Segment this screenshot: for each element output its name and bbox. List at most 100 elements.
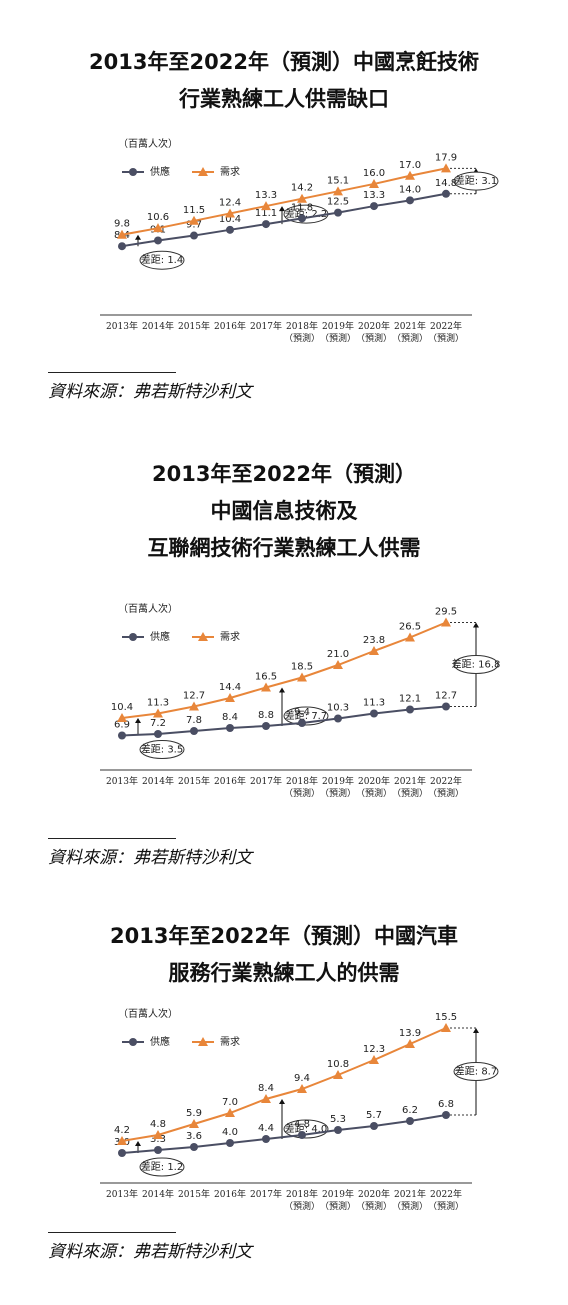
demand-point (153, 1130, 163, 1139)
data-label: 14.4 (219, 682, 241, 693)
supply-point (226, 1139, 234, 1147)
data-label: 10.6 (147, 212, 169, 223)
source-rule (48, 838, 176, 839)
data-label: 14.8 (435, 178, 457, 189)
x-tick-label: 2020年 （預測） (355, 1190, 392, 1212)
demand-point (369, 178, 379, 188)
supply-point (334, 1126, 342, 1134)
demand-point (198, 632, 208, 641)
data-label: 7.0 (222, 1097, 238, 1108)
data-label: 13.3 (255, 190, 277, 201)
x-tick-label: 2016年 (214, 777, 246, 787)
data-label: 12.3 (363, 1044, 385, 1055)
x-tick-label: 2019年 （預測） (319, 777, 356, 799)
supply-point (118, 1149, 126, 1157)
series-line (121, 705, 447, 737)
data-label: 13.3 (363, 190, 385, 201)
x-tick-label: 2018年 （預測） (283, 777, 320, 799)
chart-title: 2013年至2022年（預測）中國烹飪技術 行業熟練工人供需缺口 (89, 50, 479, 111)
demand-point (405, 170, 415, 180)
demand-point (117, 1136, 127, 1145)
data-label: 5.9 (186, 1108, 202, 1119)
x-tick-label: 2021年 （預測） (391, 1190, 428, 1212)
supply-point (118, 731, 126, 740)
legend-label: 供應 (150, 630, 170, 643)
data-label: 16.5 (255, 672, 277, 683)
source: 資料來源：弗若斯特沙利文 (48, 382, 252, 402)
chart-title: 2013年至2022年（預測） 中國信息技術及 互聯網技術行業熟練工人供需 (147, 462, 421, 560)
demand-point (225, 208, 235, 218)
supply-point (262, 722, 270, 730)
series-line (121, 192, 447, 248)
gap-arrowhead (135, 1141, 141, 1146)
gap-arrowhead (473, 1028, 479, 1033)
demand-point (441, 1023, 451, 1032)
x-tick-label: 2018年 （預測） (283, 322, 320, 344)
gap-ellipse (139, 1157, 185, 1177)
x-tick-label: 2015年 (178, 1190, 210, 1200)
chart-title: 2013年至2022年（預測）中國汽車 服務行業熟練工人的供需 (110, 924, 458, 985)
supply-point (118, 242, 126, 251)
x-tick-label: 2015年 (178, 322, 210, 332)
x-tick-label: 2016年 (214, 1190, 246, 1200)
gap-ellipse (453, 655, 499, 674)
x-tick-label: 2013年 (106, 322, 138, 332)
unit-label: （百萬人次） (118, 1007, 178, 1020)
x-tick-label: 2022年 （預測） (427, 1190, 464, 1212)
supply-point (406, 196, 414, 205)
gap-ellipse (453, 1062, 499, 1081)
supply-point (406, 1117, 414, 1125)
gap-label: 差距: 7.7 (285, 709, 327, 722)
demand-point (333, 186, 343, 196)
legend-label: 供應 (150, 165, 170, 178)
supply-point (129, 168, 137, 176)
data-label: 12.1 (399, 694, 421, 705)
supply-point (406, 705, 414, 714)
demand-point (153, 708, 163, 718)
data-label: 18.5 (291, 662, 313, 673)
x-tick-label: 2017年 (250, 777, 282, 787)
gap-label: 差距: 1.4 (141, 253, 183, 266)
x-tick-label: 2015年 (178, 777, 210, 787)
demand-point (369, 646, 379, 655)
data-label: 29.5 (435, 607, 457, 618)
supply-point (298, 1131, 306, 1139)
data-label: 9.4 (294, 707, 310, 718)
data-label: 6.8 (438, 1099, 454, 1110)
supply-point (442, 1111, 450, 1119)
demand-point (441, 617, 451, 627)
demand-point (441, 163, 451, 173)
supply-point (190, 231, 198, 240)
data-label: 6.2 (402, 1105, 418, 1116)
gap-label: 差距: 3.5 (141, 743, 183, 756)
demand-point (333, 660, 343, 669)
supply-point (334, 714, 342, 723)
x-tick-label: 2022年 （預測） (427, 777, 464, 799)
supply-point (298, 214, 306, 223)
data-label: 15.5 (435, 1012, 457, 1023)
demand-point (297, 672, 307, 682)
supply-point (370, 202, 378, 211)
supply-point (370, 709, 378, 718)
x-tick-label: 2017年 (250, 1190, 282, 1200)
demand-point (369, 1055, 379, 1064)
gap-label: 差距: 8.7 (455, 1065, 497, 1078)
data-label: 3.3 (150, 1134, 166, 1145)
gap-arrowhead (279, 206, 285, 212)
x-tick-label: 2013年 (106, 777, 138, 787)
data-label: 9.4 (294, 1073, 310, 1084)
demand-point (117, 713, 127, 722)
supply-point (154, 236, 162, 245)
supply-point (154, 1146, 162, 1154)
series-line (121, 167, 447, 236)
x-tick-label: 2014年 (142, 1190, 174, 1200)
demand-point (261, 201, 271, 211)
demand-point (153, 223, 163, 233)
demand-point (297, 1084, 307, 1093)
gap-ellipse (453, 171, 499, 191)
x-tick-label: 2014年 (142, 777, 174, 787)
x-tick-label: 2019年 （預測） (319, 1190, 356, 1212)
x-tick-label: 2021年 （預測） (391, 777, 428, 799)
demand-point (189, 701, 199, 711)
